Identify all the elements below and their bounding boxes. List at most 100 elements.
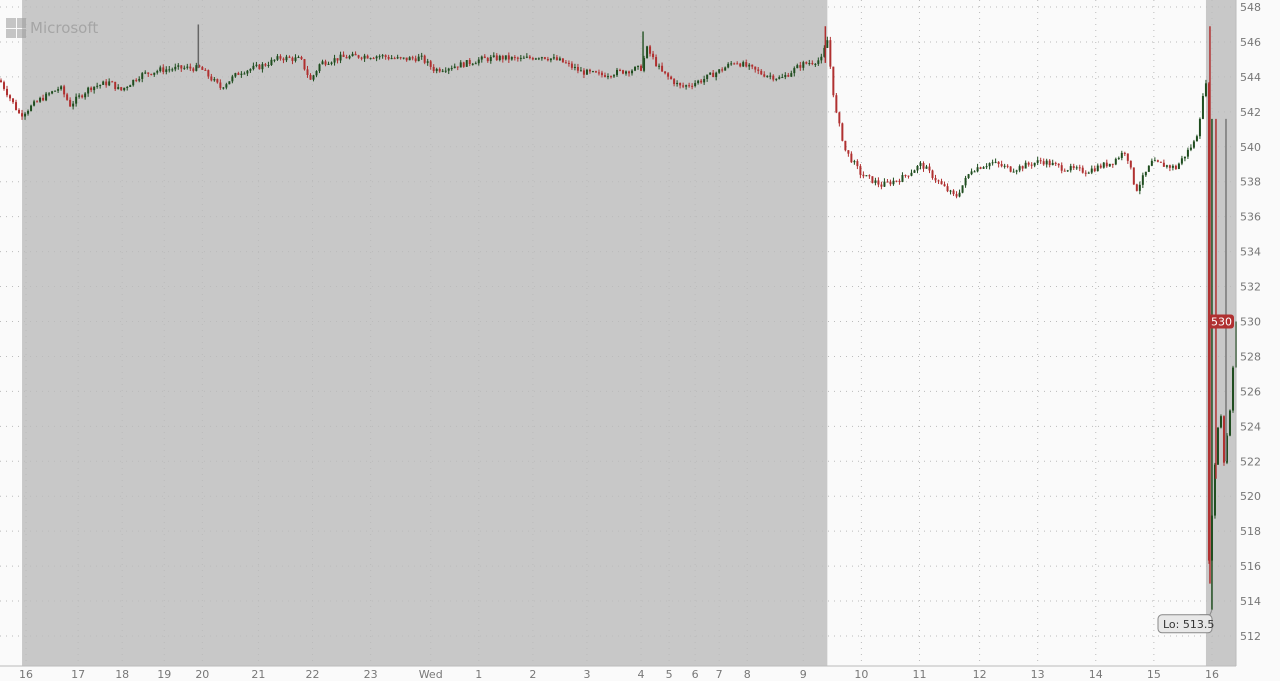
candle-body xyxy=(339,54,342,61)
candle-body xyxy=(369,58,372,60)
candle-body xyxy=(102,81,105,85)
candle-body xyxy=(375,56,378,59)
candle-body xyxy=(531,58,534,60)
low-label: Lo: 513.5 xyxy=(1163,618,1214,631)
candle-body xyxy=(775,78,778,80)
candle-body xyxy=(420,55,423,57)
candle-body xyxy=(1168,165,1171,168)
candle-body xyxy=(249,69,252,71)
candle-body xyxy=(1048,160,1051,166)
candle-body xyxy=(907,175,910,177)
candle-body xyxy=(841,123,844,141)
candle-body xyxy=(1165,165,1168,167)
candle-body xyxy=(144,72,147,74)
candle-body xyxy=(673,79,676,85)
candle-body xyxy=(81,95,84,98)
candle-body xyxy=(39,97,42,102)
y-tick-label: 546 xyxy=(1240,36,1261,49)
candle-body xyxy=(498,55,501,61)
candle-body xyxy=(1150,160,1153,166)
candle-body xyxy=(754,66,757,70)
candle-body xyxy=(838,112,841,124)
x-tick-label: 17 xyxy=(71,668,85,681)
x-tick-label: 16 xyxy=(19,668,33,681)
candle-body xyxy=(333,58,336,63)
candle-body xyxy=(721,69,724,71)
candle-body xyxy=(862,174,865,177)
candle-body xyxy=(252,65,255,70)
candle-body xyxy=(360,57,363,59)
candle-body xyxy=(579,70,582,72)
candle-body xyxy=(1054,162,1057,164)
candle-body xyxy=(688,85,691,87)
candle-body xyxy=(180,65,183,69)
candle-body xyxy=(856,161,859,167)
candle-body xyxy=(1228,410,1231,436)
windows-logo-icon xyxy=(6,18,26,38)
candle-body xyxy=(910,172,913,176)
candle-body xyxy=(171,69,174,71)
candle-body xyxy=(21,113,24,117)
candle-body xyxy=(679,82,682,86)
candle-body xyxy=(964,177,967,186)
candle-body xyxy=(766,75,769,77)
candle-body xyxy=(760,70,763,75)
logo-text: Microsoft xyxy=(30,19,99,37)
candle-body xyxy=(877,180,880,185)
candle-body xyxy=(1045,160,1048,165)
candle-body xyxy=(814,63,817,65)
candle-body xyxy=(1078,167,1081,169)
candle-body xyxy=(985,166,988,168)
candle-body xyxy=(1030,164,1033,166)
candle-body xyxy=(45,93,48,101)
candle-body xyxy=(609,76,612,78)
candle-body xyxy=(504,55,507,60)
candle-body xyxy=(1009,166,1012,172)
candle-body xyxy=(552,57,555,59)
candle-body xyxy=(60,86,63,90)
candle-body xyxy=(120,87,123,91)
candle-body xyxy=(1216,427,1219,465)
candle-body xyxy=(459,62,462,68)
candle-body xyxy=(991,162,994,164)
candle-body xyxy=(706,74,709,79)
candle-body xyxy=(730,63,733,65)
candle-body xyxy=(1189,147,1192,150)
candle-body xyxy=(444,70,447,72)
candle-body xyxy=(808,63,811,65)
candle-body xyxy=(576,66,579,71)
candle-body xyxy=(937,180,940,182)
candle-body xyxy=(72,103,75,107)
candle-body xyxy=(691,85,694,87)
candle-body xyxy=(168,69,171,71)
candle-body xyxy=(1105,162,1108,167)
candle-body xyxy=(1135,184,1138,191)
candle-body xyxy=(751,64,754,67)
candle-body xyxy=(216,79,219,83)
candle-body xyxy=(396,57,399,59)
candle-body xyxy=(952,190,955,195)
candle-body xyxy=(1021,166,1024,169)
x-tick-label: 12 xyxy=(973,668,987,681)
candle-body xyxy=(204,69,207,71)
candle-body xyxy=(432,66,435,72)
y-tick-label: 536 xyxy=(1240,211,1261,224)
candle-body xyxy=(327,63,330,65)
candle-body xyxy=(30,105,33,111)
candle-body xyxy=(384,55,387,58)
y-tick-label: 524 xyxy=(1240,420,1261,433)
candle-body xyxy=(417,56,420,62)
x-tick-label: 22 xyxy=(306,668,320,681)
candle-body xyxy=(787,75,790,77)
candle-body xyxy=(694,83,697,86)
candle-body xyxy=(628,71,631,74)
candle-body xyxy=(748,64,751,67)
candle-body xyxy=(970,171,973,175)
candle-body xyxy=(1024,162,1027,169)
x-tick-label: 16 xyxy=(1205,668,1219,681)
x-tick-label: 3 xyxy=(583,668,590,681)
candle-body xyxy=(54,90,57,92)
candle-body xyxy=(1147,165,1150,172)
candle-body xyxy=(850,153,853,163)
x-tick-label: 23 xyxy=(364,668,378,681)
